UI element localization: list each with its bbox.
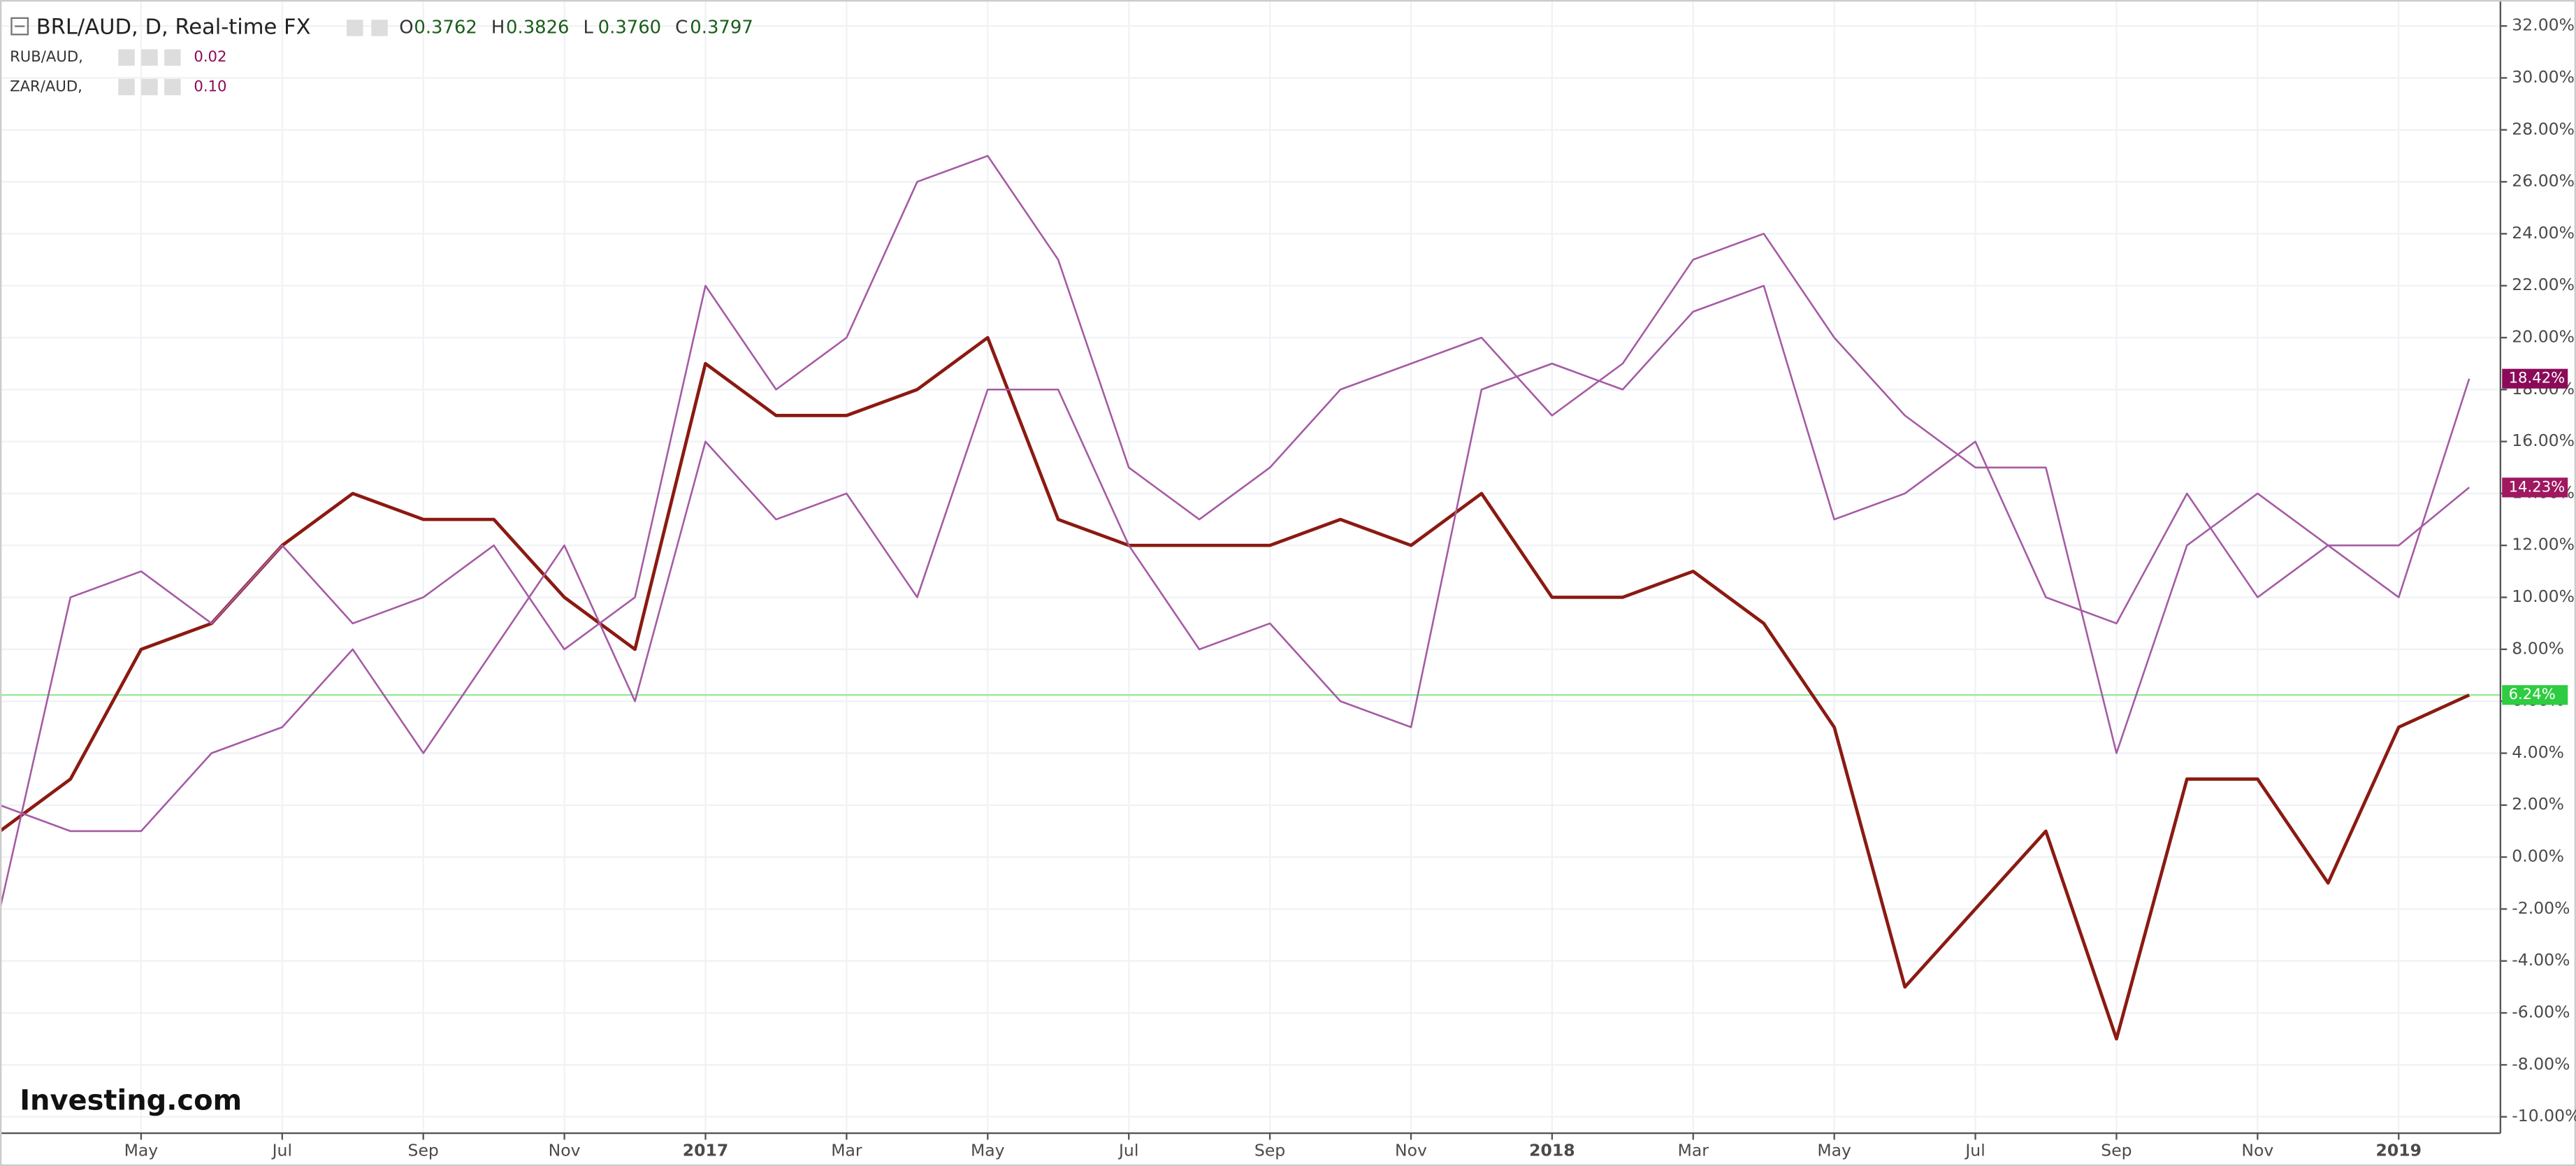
x-tick-label: Nov (2241, 1140, 2273, 1160)
x-tick-label: Sep (1254, 1140, 1285, 1160)
ohlc-value: 0.3762 (414, 17, 477, 38)
legend-name: ZAR/AUD, (10, 78, 82, 95)
ohlc-key: O (399, 17, 413, 38)
x-tick-label: Mar (831, 1140, 862, 1160)
x-tick-label: Sep (2101, 1140, 2132, 1160)
x-tick-label: 2017 (683, 1140, 728, 1160)
y-tick-label: 28.00% (2512, 119, 2575, 138)
x-tick-label: Sep (408, 1140, 439, 1160)
x-tick-label: Mar (1678, 1140, 1709, 1160)
x-tick-label: Jul (1964, 1140, 1985, 1160)
legend-icon (118, 49, 135, 66)
last-value-badge (2502, 477, 2568, 498)
last-value-label: 18.42% (2509, 369, 2566, 387)
last-value-label: 14.23% (2509, 477, 2566, 495)
legend-value: 0.02 (194, 48, 226, 65)
y-tick-label: 26.00% (2512, 171, 2575, 191)
x-tick-label: Jul (271, 1140, 292, 1160)
y-tick-label: -10.00% (2512, 1106, 2576, 1125)
series-layer (0, 154, 2501, 1041)
x-tick-label: 2018 (1529, 1140, 1575, 1160)
legend-value: 0.10 (194, 78, 226, 95)
grid (0, 0, 2501, 1134)
y-tick-label: 0.00% (2512, 847, 2564, 866)
ohlc-values: O 0.3762 H 0.3826 L 0.3760 C 0.3797 (347, 17, 753, 38)
x-tick-label: May (124, 1140, 159, 1160)
ohlc-value: 0.3826 (506, 17, 569, 38)
logo: Investing.com (20, 1084, 242, 1116)
y-tick-label: 2.00% (2512, 794, 2564, 814)
last-value-badge (2502, 685, 2568, 705)
y-tick-label: 24.00% (2512, 223, 2575, 243)
series-line (0, 154, 2470, 909)
legend-name: RUB/AUD, (10, 48, 83, 65)
settings-icon (371, 20, 388, 36)
chart-title: BRL/AUD, D, Real-time FX (36, 15, 311, 39)
series-line (0, 285, 2470, 833)
y-tick-label: 12.00% (2512, 535, 2575, 554)
y-tick-label: 8.00% (2512, 638, 2564, 658)
last-value-label: 6.24% (2509, 685, 2556, 703)
ohlc-key: L (584, 17, 594, 38)
ohlc-key: C (675, 17, 688, 38)
ohlc-key: H (491, 17, 505, 38)
legend: RUB/AUD, 0.02 ZAR/AUD, 0.10 (10, 48, 226, 96)
legend-icon (141, 49, 158, 66)
y-tick-label: 4.00% (2512, 742, 2564, 762)
y-tick-label: 30.00% (2512, 67, 2575, 87)
x-tick-label: Nov (549, 1140, 581, 1160)
legend-icon (164, 78, 181, 96)
legend-icon (141, 78, 158, 96)
series-line (0, 336, 2470, 1041)
y-tick-label: 16.00% (2512, 431, 2575, 450)
last-value-badge (2502, 368, 2568, 389)
ohlc-value: 0.3797 (690, 17, 753, 38)
legend-icon (118, 78, 135, 96)
y-tick-label: -2.00% (2512, 898, 2570, 918)
x-tick-label: May (971, 1140, 1005, 1160)
y-tick-label: -6.00% (2512, 1002, 2570, 1021)
x-tick-label: Nov (1395, 1140, 1427, 1160)
y-tick-label: -8.00% (2512, 1054, 2570, 1074)
x-tick-label: 2019 (2376, 1140, 2422, 1160)
y-tick-label: -4.00% (2512, 950, 2570, 970)
legend-icon (164, 49, 181, 66)
settings-icon (347, 20, 363, 36)
y-tick-label: 32.00% (2512, 15, 2575, 35)
collapse-icon[interactable] (10, 17, 29, 36)
y-tick-label: 10.00% (2512, 586, 2575, 606)
x-tick-label: May (1817, 1140, 1851, 1160)
y-tick-label: 22.00% (2512, 275, 2575, 294)
y-tick-label: 20.00% (2512, 327, 2575, 347)
ohlc-value: 0.3760 (598, 17, 661, 38)
x-tick-label: Jul (1117, 1140, 1138, 1160)
